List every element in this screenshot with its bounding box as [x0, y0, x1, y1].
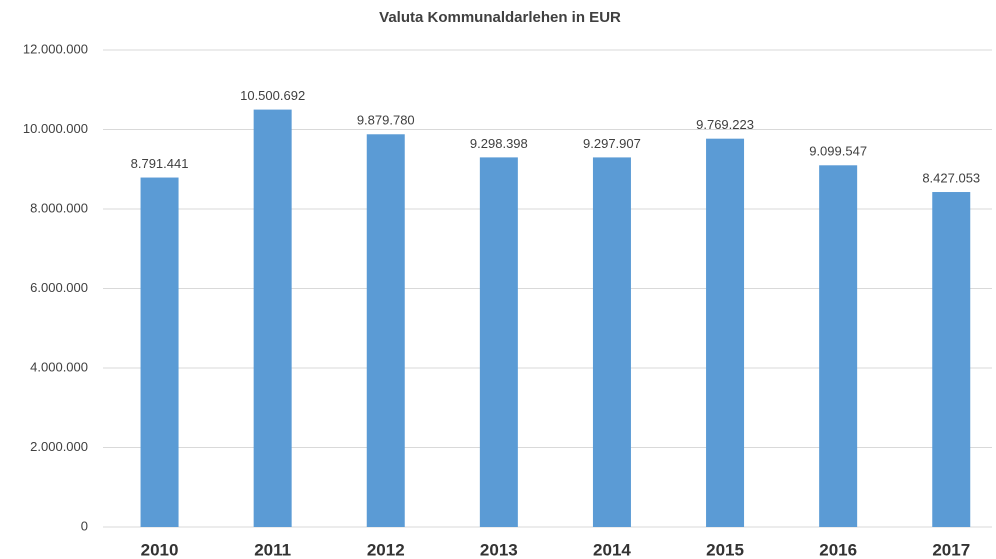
y-tick-label: 0 — [81, 518, 88, 533]
x-tick-label: 2012 — [367, 540, 405, 559]
bar — [592, 157, 631, 527]
bar — [253, 109, 292, 527]
x-tick-label: 2013 — [480, 540, 518, 559]
bar — [479, 157, 518, 527]
bar — [366, 134, 405, 527]
data-label: 10.500.692 — [240, 88, 305, 103]
bar — [706, 138, 745, 527]
x-tick-label: 2017 — [932, 540, 970, 559]
y-tick-label: 10.000.000 — [23, 121, 88, 136]
data-label: 9.298.398 — [470, 136, 528, 151]
data-label: 8.791.441 — [131, 156, 189, 171]
data-label: 9.769.223 — [696, 117, 754, 132]
bar — [140, 177, 179, 527]
x-tick-label: 2011 — [254, 540, 291, 559]
bar — [932, 192, 971, 527]
data-label: 8.427.053 — [922, 170, 980, 185]
x-tick-label: 2010 — [141, 540, 179, 559]
y-tick-label: 4.000.000 — [30, 359, 88, 374]
x-tick-label: 2014 — [593, 540, 631, 559]
y-tick-label: 2.000.000 — [30, 439, 88, 454]
data-label: 9.879.780 — [357, 113, 415, 128]
chart-title: Valuta Kommunaldarlehen in EUR — [379, 9, 621, 26]
y-tick-label: 12.000.000 — [23, 41, 88, 56]
data-label: 9.297.907 — [583, 136, 641, 151]
y-tick-label: 6.000.000 — [30, 280, 88, 295]
bar — [819, 165, 858, 527]
x-tick-label: 2015 — [706, 540, 744, 559]
data-label: 9.099.547 — [809, 144, 867, 159]
y-tick-label: 8.000.000 — [30, 200, 88, 215]
x-tick-label: 2016 — [819, 540, 857, 559]
